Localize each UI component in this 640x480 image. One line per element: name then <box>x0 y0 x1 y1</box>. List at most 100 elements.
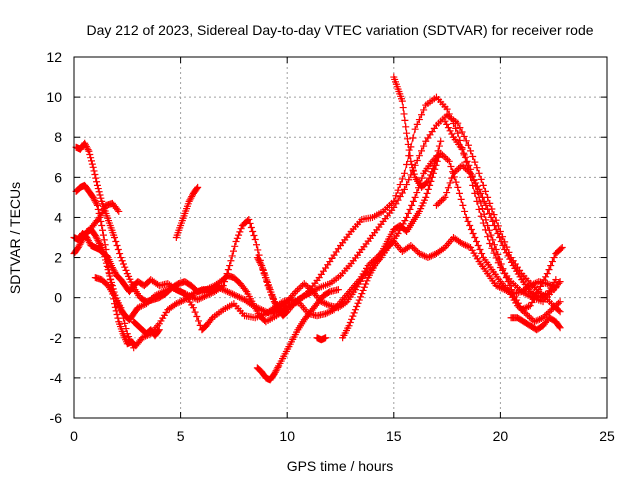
data-point <box>94 236 102 244</box>
data-point <box>473 164 481 172</box>
data-point <box>271 368 279 376</box>
data-point <box>434 200 442 208</box>
data-point <box>82 142 90 150</box>
data-point <box>122 325 130 333</box>
data-point <box>119 260 127 268</box>
data-point <box>546 307 554 315</box>
data-point <box>407 171 415 179</box>
data-point <box>464 141 472 149</box>
data-point <box>348 315 356 323</box>
data-point <box>188 193 196 201</box>
data-point <box>235 231 243 239</box>
data-point <box>161 287 169 295</box>
data-point <box>420 106 428 114</box>
data-point <box>78 237 86 245</box>
data-point <box>556 278 564 286</box>
data-point <box>113 206 121 214</box>
data-point <box>82 141 90 149</box>
data-point <box>470 176 478 184</box>
data-point <box>187 194 195 202</box>
data-point <box>409 167 417 175</box>
data-point <box>400 169 408 177</box>
data-point <box>390 203 398 211</box>
data-point <box>492 254 500 262</box>
data-point <box>403 181 411 189</box>
data-point <box>506 282 514 290</box>
data-point <box>229 290 237 298</box>
data-point <box>542 290 550 298</box>
chart-title: Day 212 of 2023, Sidereal Day-to-day VTE… <box>86 22 593 38</box>
data-point <box>392 192 400 200</box>
data-point <box>180 289 188 297</box>
data-point <box>111 268 119 276</box>
data-point <box>185 292 193 300</box>
data-point <box>490 221 498 229</box>
data-point <box>88 160 96 168</box>
data-point <box>77 239 85 247</box>
data-point <box>85 147 93 155</box>
data-point <box>197 294 205 302</box>
y-axis-ticks: -6 -4 -2 0 2 4 6 8 10 12 <box>46 49 607 426</box>
data-point <box>93 235 101 243</box>
data-point <box>396 193 404 201</box>
data-point <box>544 309 552 317</box>
data-point <box>444 184 452 192</box>
data-point <box>487 231 495 239</box>
data-point <box>403 129 411 137</box>
data-point <box>425 174 433 182</box>
data-point <box>206 284 214 292</box>
data-point <box>118 309 126 317</box>
data-point <box>398 189 406 197</box>
data-point <box>189 293 197 301</box>
data-point <box>438 197 446 205</box>
data-point <box>130 344 138 352</box>
data-point <box>119 314 127 322</box>
data-point <box>173 286 181 294</box>
data-point <box>172 300 180 308</box>
data-point <box>118 257 126 265</box>
data-point <box>185 197 193 205</box>
data-point <box>452 178 460 186</box>
data-point <box>502 274 510 282</box>
data-point <box>272 301 280 309</box>
data-point <box>479 181 487 189</box>
data-point <box>204 285 212 293</box>
data-point <box>490 249 498 257</box>
data-point <box>456 136 464 144</box>
data-point <box>417 250 425 258</box>
y-tick-label: 6 <box>54 169 62 185</box>
data-point <box>458 128 466 136</box>
series-sat-c <box>72 111 564 326</box>
data-point <box>101 241 109 249</box>
data-point <box>410 170 418 178</box>
data-point <box>534 316 542 324</box>
x-tick-label: 10 <box>279 428 295 444</box>
data-point <box>548 258 556 266</box>
data-point <box>193 185 201 193</box>
data-point <box>475 169 483 177</box>
series-sat-n <box>441 117 566 314</box>
data-point <box>75 242 83 250</box>
data-point <box>439 195 447 203</box>
data-point <box>103 262 111 270</box>
data-point <box>409 164 417 172</box>
data-point <box>432 201 440 209</box>
data-point <box>545 266 553 274</box>
x-tick-label: 25 <box>599 428 615 444</box>
data-point <box>245 215 253 223</box>
data-point <box>460 163 468 171</box>
data-point <box>501 246 509 254</box>
data-point <box>300 280 308 288</box>
data-point <box>93 178 101 186</box>
data-point <box>93 200 101 208</box>
data-point <box>523 303 531 311</box>
data-point <box>177 297 185 305</box>
data-point <box>454 129 462 137</box>
data-point <box>396 181 404 189</box>
y-tick-label: 8 <box>54 129 62 145</box>
data-point <box>463 157 471 165</box>
data-point <box>409 243 417 251</box>
data-point <box>322 300 330 308</box>
data-point <box>237 225 245 233</box>
data-point <box>438 151 446 159</box>
